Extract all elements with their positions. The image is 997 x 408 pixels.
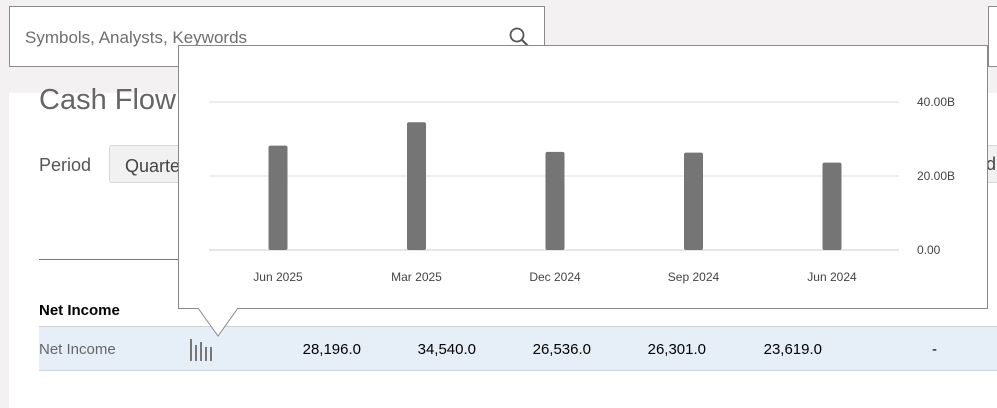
y-tick-label: 0.00 xyxy=(917,243,941,257)
value-cell: 28,196.0 xyxy=(302,341,361,358)
x-tick-label: Sep 2024 xyxy=(668,270,720,284)
table-row: Net Income 28,196.0 34,540.0 26,536.0 26… xyxy=(39,327,997,371)
x-tick-label: Dec 2024 xyxy=(529,270,581,284)
x-tick-label: Mar 2025 xyxy=(391,270,442,284)
y-tick-label: 20.00B xyxy=(917,169,955,183)
bar-chart: 0.00 20.00B 40.00B Jun 2025 Mar 2025 Dec 2024… xyxy=(209,95,955,284)
value-cell: - xyxy=(932,341,937,358)
x-tick-label: Jun 2024 xyxy=(807,270,857,284)
chart-bar[interactable] xyxy=(822,162,842,250)
page-title: Cash Flow xyxy=(39,84,176,116)
divider xyxy=(39,259,179,260)
table-header-line xyxy=(39,326,997,327)
value-cell: 26,536.0 xyxy=(532,341,591,358)
chart-popup: 0.00 20.00B 40.00B Jun 2025 Mar 2025 Dec 2024… xyxy=(178,45,988,309)
search-placeholder: Symbols, Analysts, Keywords xyxy=(25,28,248,47)
x-tick-label: Jun 2025 xyxy=(253,270,303,284)
row-label: Net Income xyxy=(39,341,116,358)
period-label: Period xyxy=(39,155,92,175)
value-cell: 23,619.0 xyxy=(763,341,822,358)
value-cell: 34,540.0 xyxy=(417,341,476,358)
chart-bar[interactable] xyxy=(684,152,703,250)
right-control-text: d xyxy=(986,154,997,174)
bar-chart-icon[interactable] xyxy=(189,337,215,363)
y-tick-label: 40.00B xyxy=(917,95,955,109)
chart-bar[interactable] xyxy=(268,145,288,250)
chart-bar[interactable] xyxy=(545,151,565,250)
value-cell: 26,301.0 xyxy=(647,341,706,358)
popup-pointer xyxy=(198,308,238,337)
header-button[interactable] xyxy=(988,6,997,67)
section-heading: Net Income xyxy=(39,302,120,319)
chart-bar[interactable] xyxy=(407,122,426,250)
